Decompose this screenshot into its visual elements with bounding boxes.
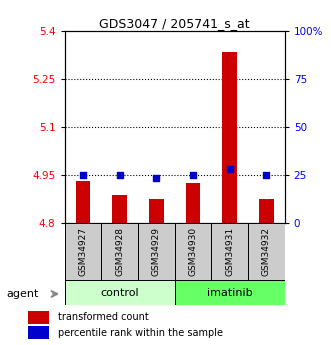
Bar [112, 195, 127, 223]
FancyBboxPatch shape [101, 223, 138, 281]
Text: GSM34929: GSM34929 [152, 227, 161, 276]
FancyBboxPatch shape [175, 280, 285, 305]
Text: transformed count: transformed count [58, 312, 149, 322]
Point [117, 172, 122, 177]
Title: GDS3047 / 205741_s_at: GDS3047 / 205741_s_at [99, 17, 250, 30]
Point [80, 172, 85, 177]
Point [227, 166, 232, 172]
Point [154, 176, 159, 181]
Bar [222, 52, 237, 223]
FancyBboxPatch shape [175, 223, 211, 281]
Bar [28, 326, 49, 339]
FancyBboxPatch shape [65, 280, 175, 305]
Text: imatinib: imatinib [207, 288, 253, 298]
Bar [149, 199, 164, 223]
FancyBboxPatch shape [138, 223, 175, 281]
Bar [28, 311, 49, 324]
Text: GSM34932: GSM34932 [262, 227, 271, 276]
Text: GSM34928: GSM34928 [115, 227, 124, 276]
FancyBboxPatch shape [248, 223, 285, 281]
Text: GSM34927: GSM34927 [78, 227, 87, 276]
Bar [259, 199, 274, 223]
Bar [75, 181, 90, 223]
Point [190, 172, 196, 177]
FancyBboxPatch shape [211, 223, 248, 281]
Text: percentile rank within the sample: percentile rank within the sample [58, 328, 223, 338]
FancyBboxPatch shape [65, 223, 101, 281]
Text: control: control [100, 288, 139, 298]
Text: agent: agent [7, 289, 39, 299]
Text: GSM34930: GSM34930 [188, 227, 198, 276]
Point [264, 172, 269, 177]
Bar [186, 183, 200, 223]
Text: GSM34931: GSM34931 [225, 227, 234, 276]
